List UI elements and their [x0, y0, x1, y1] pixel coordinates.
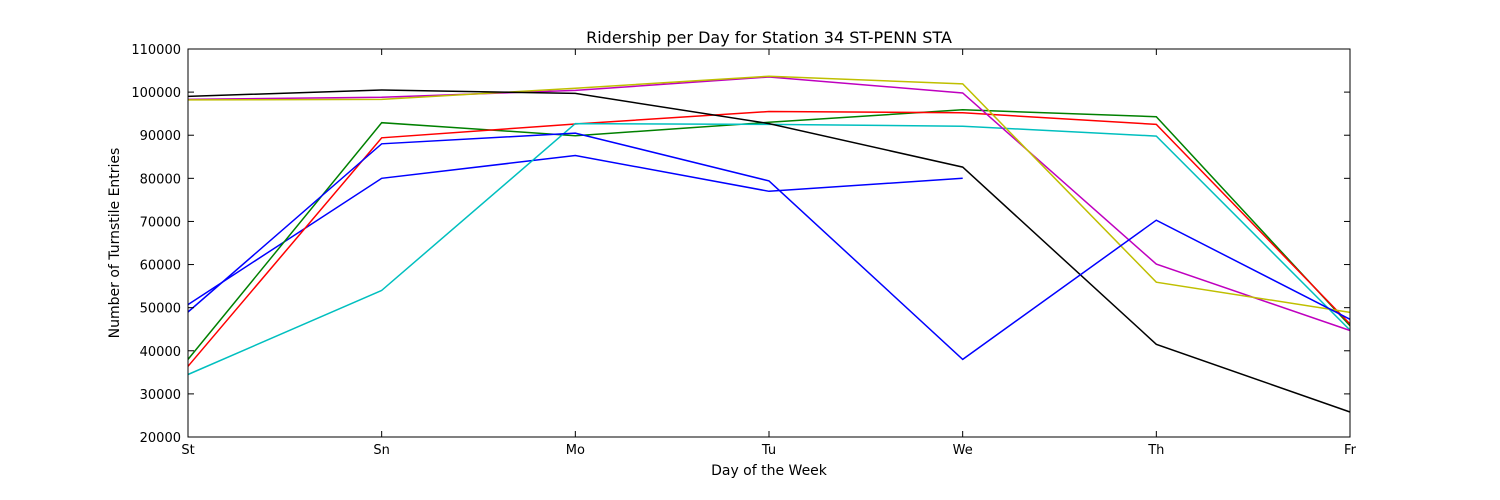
- x-tick-label: Mo: [566, 443, 585, 458]
- y-axis: 20000 30000 40000 50000 60000 70000 80000 90000…: [131, 43, 1350, 446]
- y-tick-label: 80000: [140, 172, 181, 187]
- y-tick-label: 90000: [140, 129, 181, 144]
- y-tick-label: 110000: [131, 43, 181, 58]
- chart-title: Ridership per Day for Station 34 ST-PENN…: [586, 28, 952, 47]
- x-tick-label: Tu: [761, 443, 776, 458]
- series-line-8: [187, 132, 1351, 361]
- x-tick-label: St: [181, 443, 194, 458]
- y-tick-label: 40000: [140, 345, 181, 360]
- y-tick-label: 30000: [140, 388, 181, 403]
- series-line-4: [187, 122, 1351, 376]
- series-line-6: [187, 75, 1351, 314]
- y-tick-label: 100000: [131, 86, 181, 101]
- series-line-5: [187, 76, 1351, 332]
- x-axis: St Sn Mo Tu We Th Fr: [181, 49, 1357, 458]
- y-axis-label: Number of Turnstile Entries: [107, 148, 123, 339]
- series-line-3: [187, 110, 1351, 367]
- series-line-1: [187, 154, 963, 306]
- x-tick-label: We: [953, 443, 973, 458]
- x-axis-label: Day of the Week: [711, 463, 828, 479]
- y-tick-label: 50000: [140, 302, 181, 317]
- x-tick-label: Fr: [1344, 443, 1357, 458]
- y-tick-label: 60000: [140, 259, 181, 274]
- x-tick-label: Sn: [373, 443, 390, 458]
- y-tick-label: 70000: [140, 215, 181, 230]
- series-line-2: [187, 109, 1351, 360]
- plot-frame: [187, 48, 1351, 438]
- y-tick-label: 20000: [140, 431, 181, 446]
- series-line-7: [187, 89, 1351, 413]
- series-layer: [187, 75, 1351, 413]
- x-tick-label: Th: [1147, 443, 1164, 458]
